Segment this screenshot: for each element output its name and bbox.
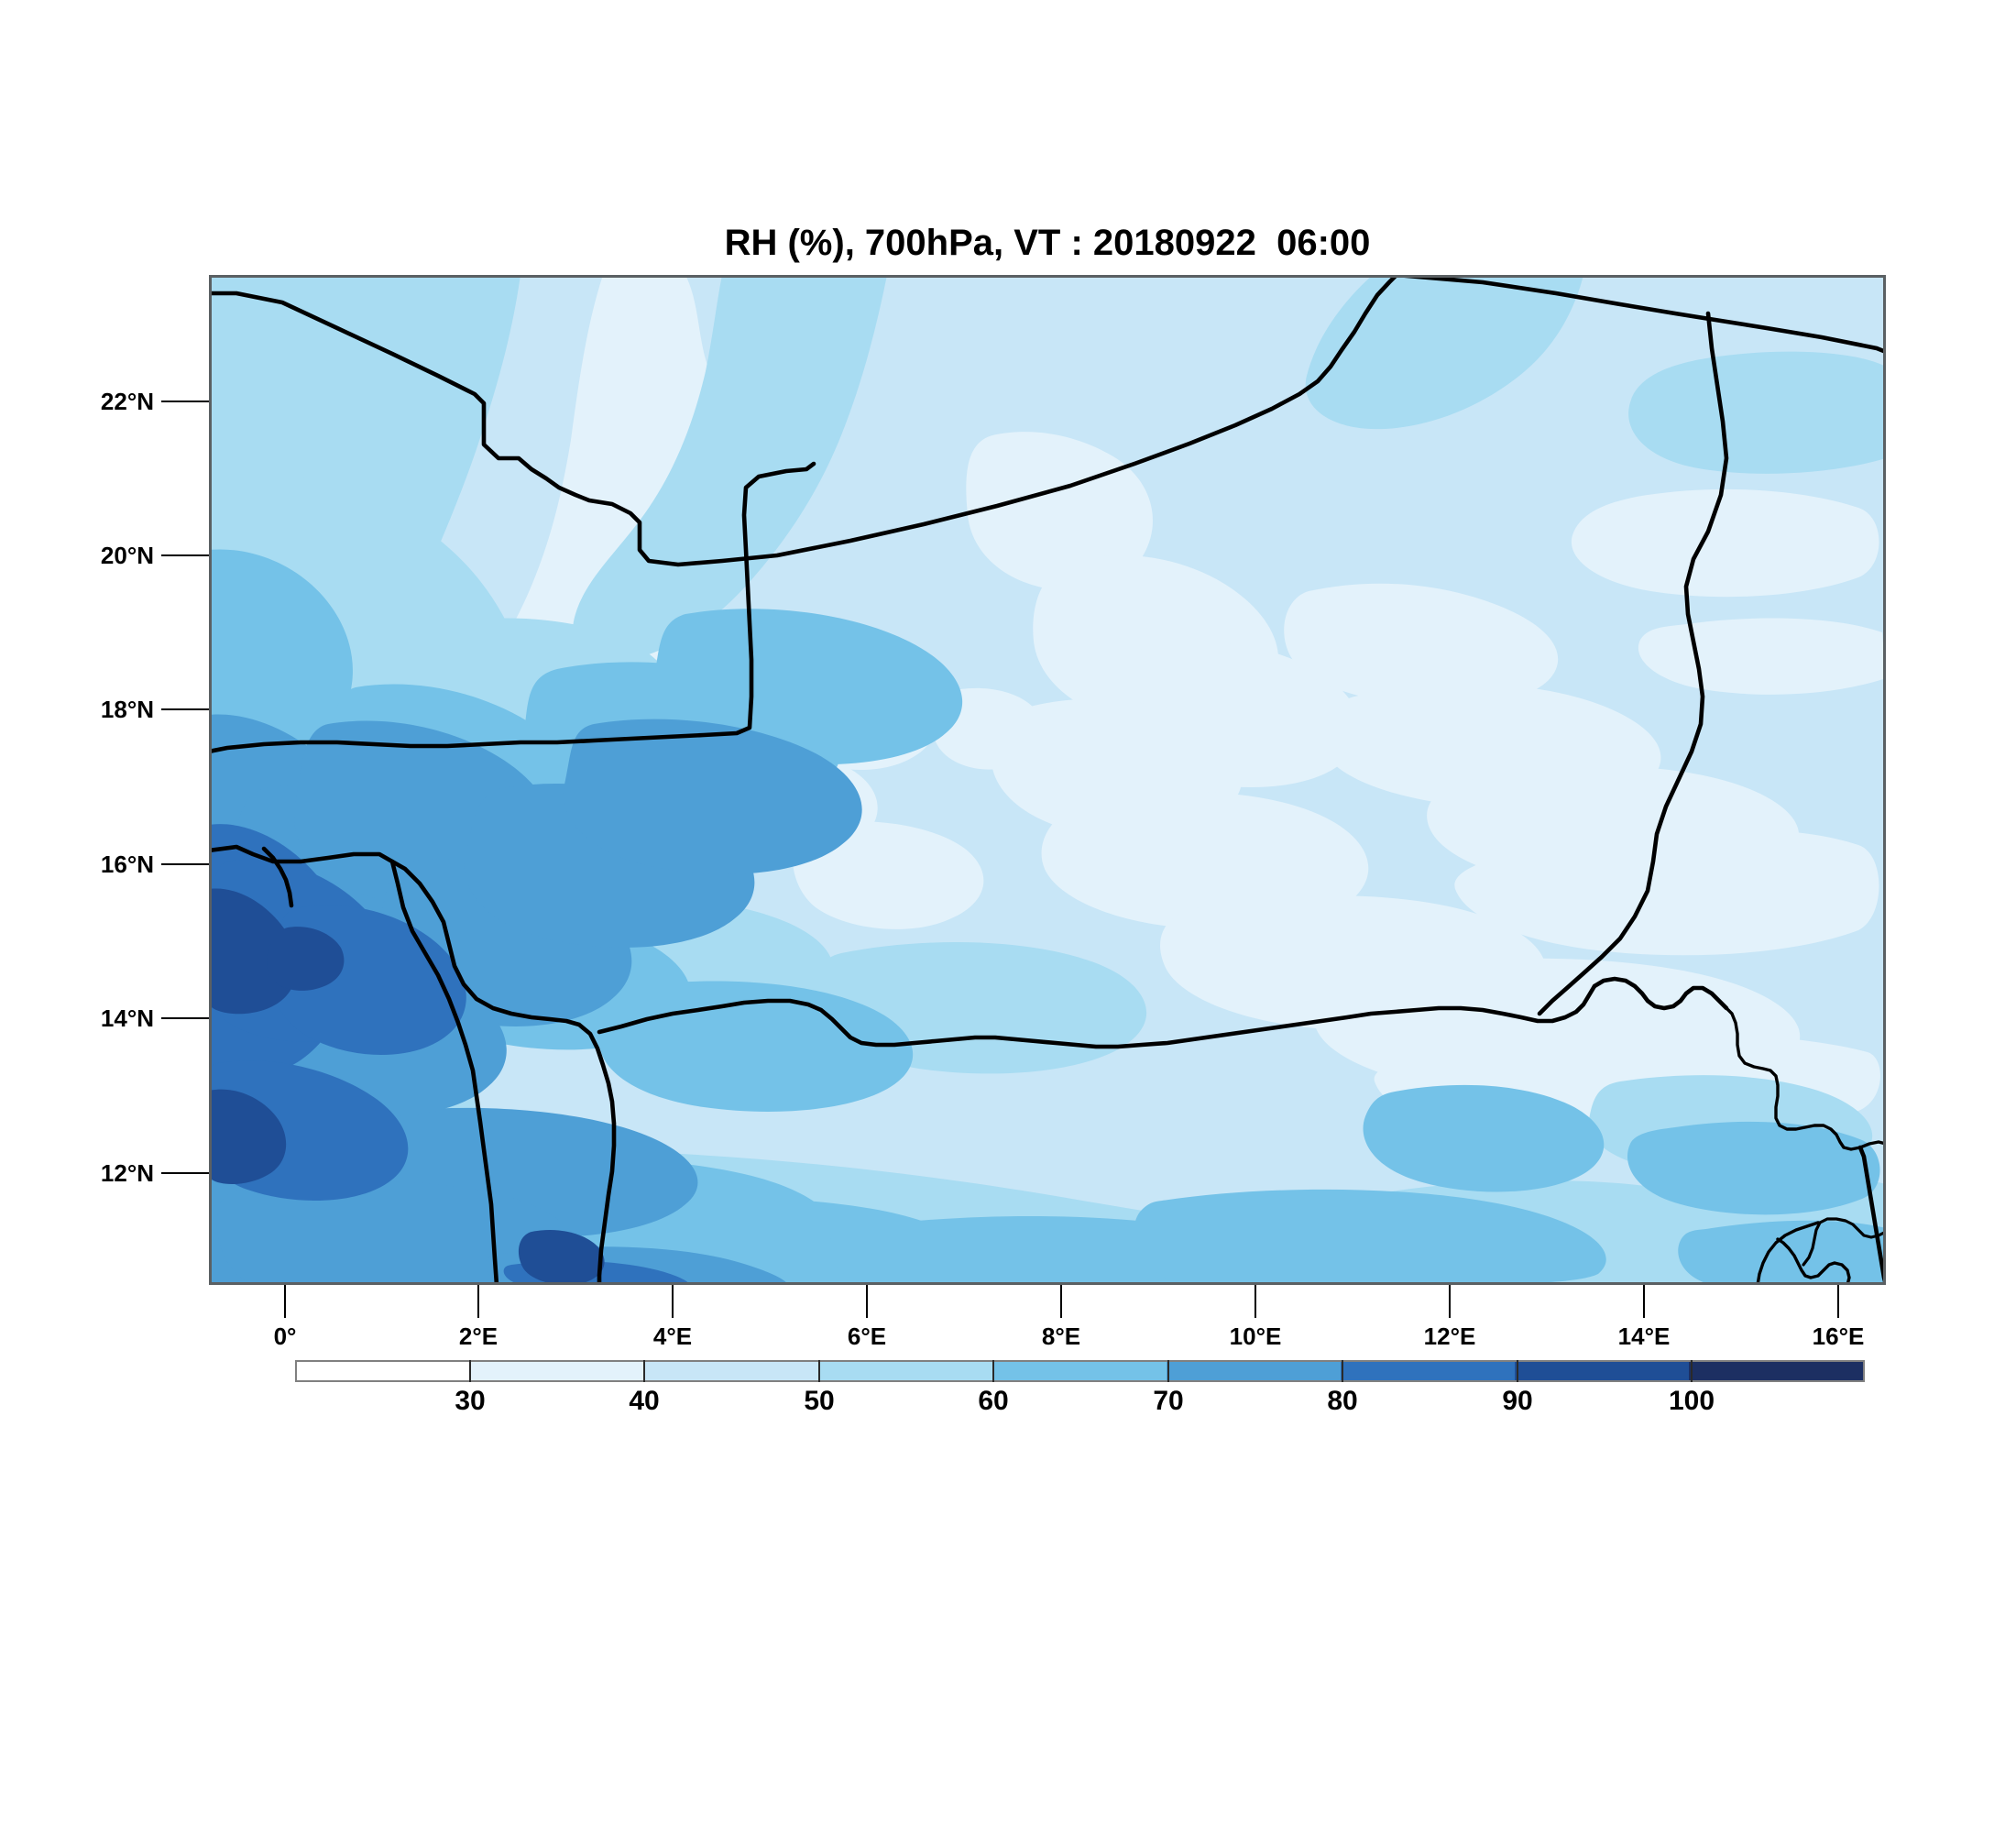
xtick-label-6e: 6°E bbox=[847, 1323, 887, 1350]
xtick-line-10e bbox=[1255, 1285, 1256, 1318]
ytick-line-12n bbox=[161, 1172, 209, 1174]
colorbar-label-90: 90 bbox=[1502, 1386, 1533, 1416]
xtick-label-14e: 14°E bbox=[1617, 1323, 1671, 1350]
xtick-line-14e bbox=[1643, 1285, 1645, 1318]
xtick-label-8e: 8°E bbox=[1041, 1323, 1081, 1350]
colorbar-label-100: 100 bbox=[1668, 1386, 1715, 1416]
colorbar-segment-1 bbox=[470, 1362, 645, 1380]
ytick-label-12n: 12°N bbox=[100, 1159, 154, 1187]
xtick-label-0: 0° bbox=[273, 1323, 297, 1350]
xtick-line-16e bbox=[1837, 1285, 1839, 1318]
rh-contour-map bbox=[212, 278, 1883, 1282]
xtick-line-2e bbox=[477, 1285, 479, 1318]
colorbar-divider-80 bbox=[1342, 1360, 1343, 1382]
colorbar-segment-6 bbox=[1341, 1362, 1516, 1380]
xtick-label-4e: 4°E bbox=[652, 1323, 693, 1350]
ytick-label-16n: 16°N bbox=[100, 851, 154, 878]
ytick-line-14n bbox=[161, 1017, 209, 1019]
map-plot-area[interactable] bbox=[209, 275, 1886, 1285]
colorbar-label-70: 70 bbox=[1153, 1386, 1184, 1416]
ytick-label-20n: 20°N bbox=[100, 542, 154, 569]
colorbar-divider-100 bbox=[1691, 1360, 1693, 1382]
colorbar-divider-70 bbox=[1167, 1360, 1169, 1382]
ytick-line-18n bbox=[161, 708, 209, 710]
colorbar-divider-90 bbox=[1517, 1360, 1518, 1382]
xtick-line-12e bbox=[1449, 1285, 1451, 1318]
ytick-line-22n bbox=[161, 401, 209, 402]
colorbar-segment-3 bbox=[818, 1362, 993, 1380]
xtick-line-0 bbox=[284, 1285, 286, 1318]
colorbar-divider-30 bbox=[469, 1360, 471, 1382]
ytick-line-16n bbox=[161, 863, 209, 865]
colorbar-divider-40 bbox=[643, 1360, 645, 1382]
xtick-label-16e: 16°E bbox=[1812, 1323, 1865, 1350]
xtick-label-10e: 10°E bbox=[1229, 1323, 1282, 1350]
ytick-line-20n bbox=[161, 554, 209, 556]
xtick-label-12e: 12°E bbox=[1423, 1323, 1476, 1350]
colorbar-divider-50 bbox=[818, 1360, 820, 1382]
colorbar-segment-2 bbox=[644, 1362, 819, 1380]
xtick-label-2e: 2°E bbox=[458, 1323, 499, 1350]
colorbar-label-40: 40 bbox=[629, 1386, 660, 1416]
ytick-label-14n: 14°N bbox=[100, 1004, 154, 1032]
colorbar-divider-60 bbox=[992, 1360, 994, 1382]
colorbar-segment-5 bbox=[1167, 1362, 1342, 1380]
ytick-label-22n: 22°N bbox=[100, 388, 154, 415]
page-title: RH (%), 700hPa, VT : 20180922 06:00 bbox=[724, 223, 1371, 263]
ytick-label-18n: 18°N bbox=[100, 696, 154, 723]
colorbar-label-60: 60 bbox=[978, 1386, 1009, 1416]
colorbar-segment-4 bbox=[992, 1362, 1167, 1380]
colorbar-label-80: 80 bbox=[1327, 1386, 1358, 1416]
colorbar-segment-0 bbox=[297, 1362, 471, 1380]
colorbar-label-50: 50 bbox=[804, 1386, 835, 1416]
xtick-line-6e bbox=[866, 1285, 868, 1318]
colorbar-segment-7 bbox=[1515, 1362, 1690, 1380]
colorbar[interactable] bbox=[295, 1360, 1865, 1382]
colorbar-label-30: 30 bbox=[455, 1386, 486, 1416]
xtick-line-4e bbox=[672, 1285, 674, 1318]
colorbar-segment-8 bbox=[1689, 1362, 1864, 1380]
xtick-line-8e bbox=[1060, 1285, 1062, 1318]
